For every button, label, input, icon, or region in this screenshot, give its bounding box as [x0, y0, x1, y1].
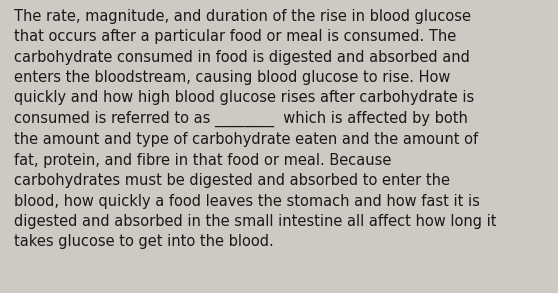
Text: The rate, magnitude, and duration of the rise in blood glucose
that occurs after: The rate, magnitude, and duration of the… [14, 9, 497, 249]
